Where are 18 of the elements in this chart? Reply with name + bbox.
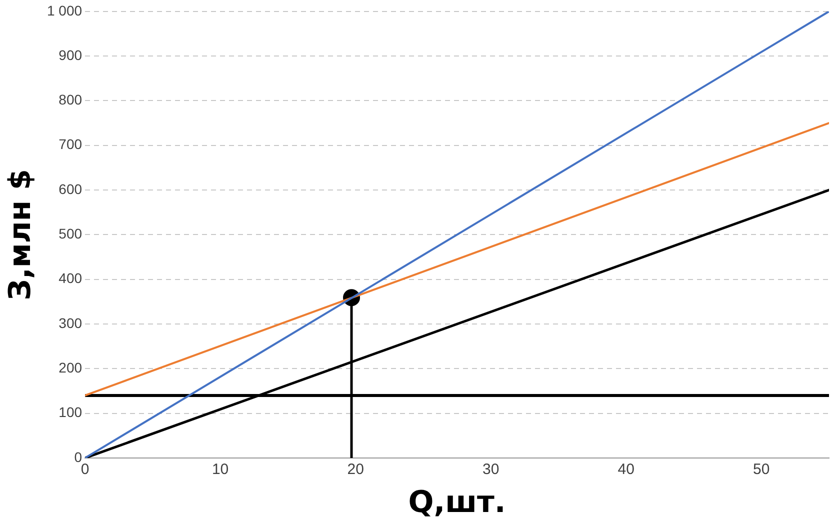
y-tick-label: 600: [58, 180, 82, 197]
x-tick-label: 30: [482, 461, 500, 478]
x-tick-label: 10: [212, 461, 229, 478]
y-tick-label: 0: [74, 448, 82, 465]
y-tick-label: 400: [58, 270, 82, 286]
y-tick-label: 100: [58, 404, 82, 420]
x-axis-title: Q,шт.: [408, 484, 506, 520]
y-tick-label: 700: [58, 136, 82, 152]
x-tick-label: 20: [347, 461, 364, 478]
y-axis-title: З,млн $: [2, 169, 38, 300]
x-tick-label: 40: [618, 461, 634, 478]
y-tick-label: 900: [58, 46, 82, 63]
y-tick-label: 300: [58, 314, 82, 331]
y-tick-label: 500: [58, 226, 82, 242]
x-tick-label: 50: [753, 461, 770, 478]
y-tick-label: 1 000: [46, 2, 82, 18]
y-tick-label: 800: [58, 92, 82, 108]
y-tick-label: 200: [58, 360, 82, 376]
